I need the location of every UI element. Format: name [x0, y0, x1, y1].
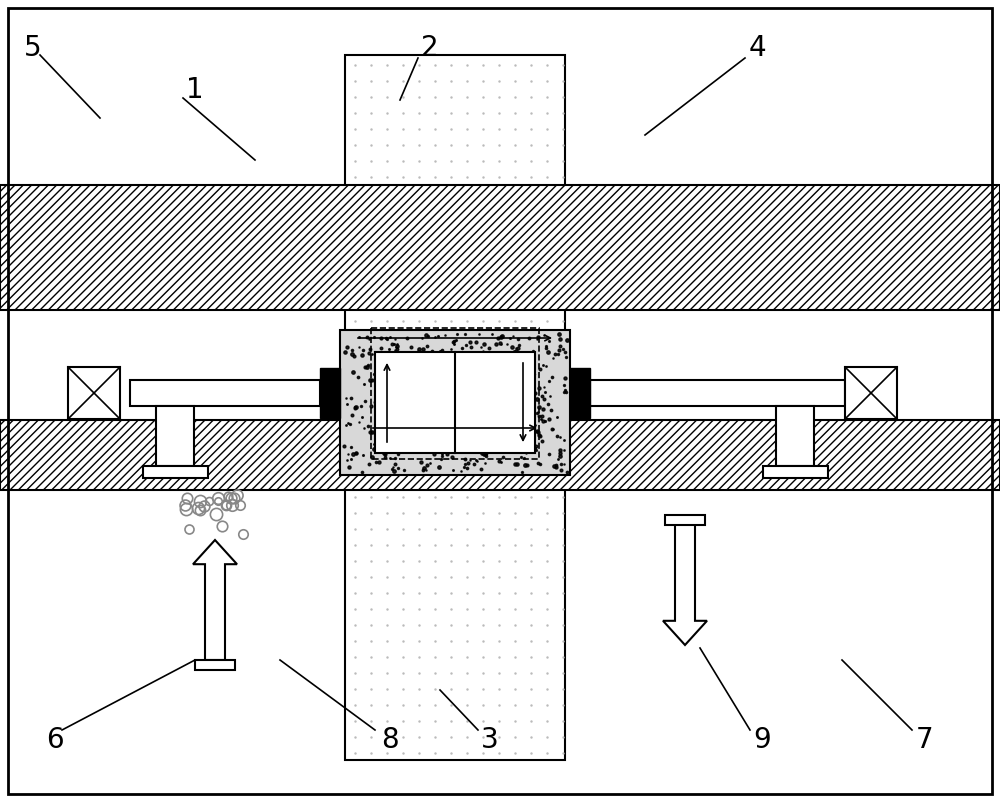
Text: 1: 1 [186, 76, 204, 104]
Bar [665, 515, 705, 525]
Text: 7: 7 [916, 726, 934, 754]
Text: 2: 2 [421, 34, 439, 62]
Bar [345, 55, 565, 760]
Bar [590, 380, 845, 406]
Text: 9: 9 [753, 726, 771, 754]
Bar [143, 466, 208, 478]
Bar [320, 368, 340, 418]
Bar [776, 406, 814, 466]
Text: 3: 3 [481, 726, 499, 754]
Polygon shape [193, 540, 237, 660]
Text: 4: 4 [748, 34, 766, 62]
Bar [375, 352, 535, 453]
Bar [371, 328, 539, 459]
Bar [0, 185, 1000, 310]
Bar [0, 420, 1000, 490]
Text: 5: 5 [24, 34, 42, 62]
Bar [570, 368, 590, 418]
Text: 8: 8 [381, 726, 399, 754]
Polygon shape [663, 520, 707, 645]
Bar [156, 406, 194, 466]
Bar [68, 367, 120, 419]
Bar [763, 466, 828, 478]
Bar [340, 330, 570, 475]
Bar [845, 367, 897, 419]
Bar [130, 380, 320, 406]
Text: 6: 6 [46, 726, 64, 754]
Bar [195, 660, 235, 670]
